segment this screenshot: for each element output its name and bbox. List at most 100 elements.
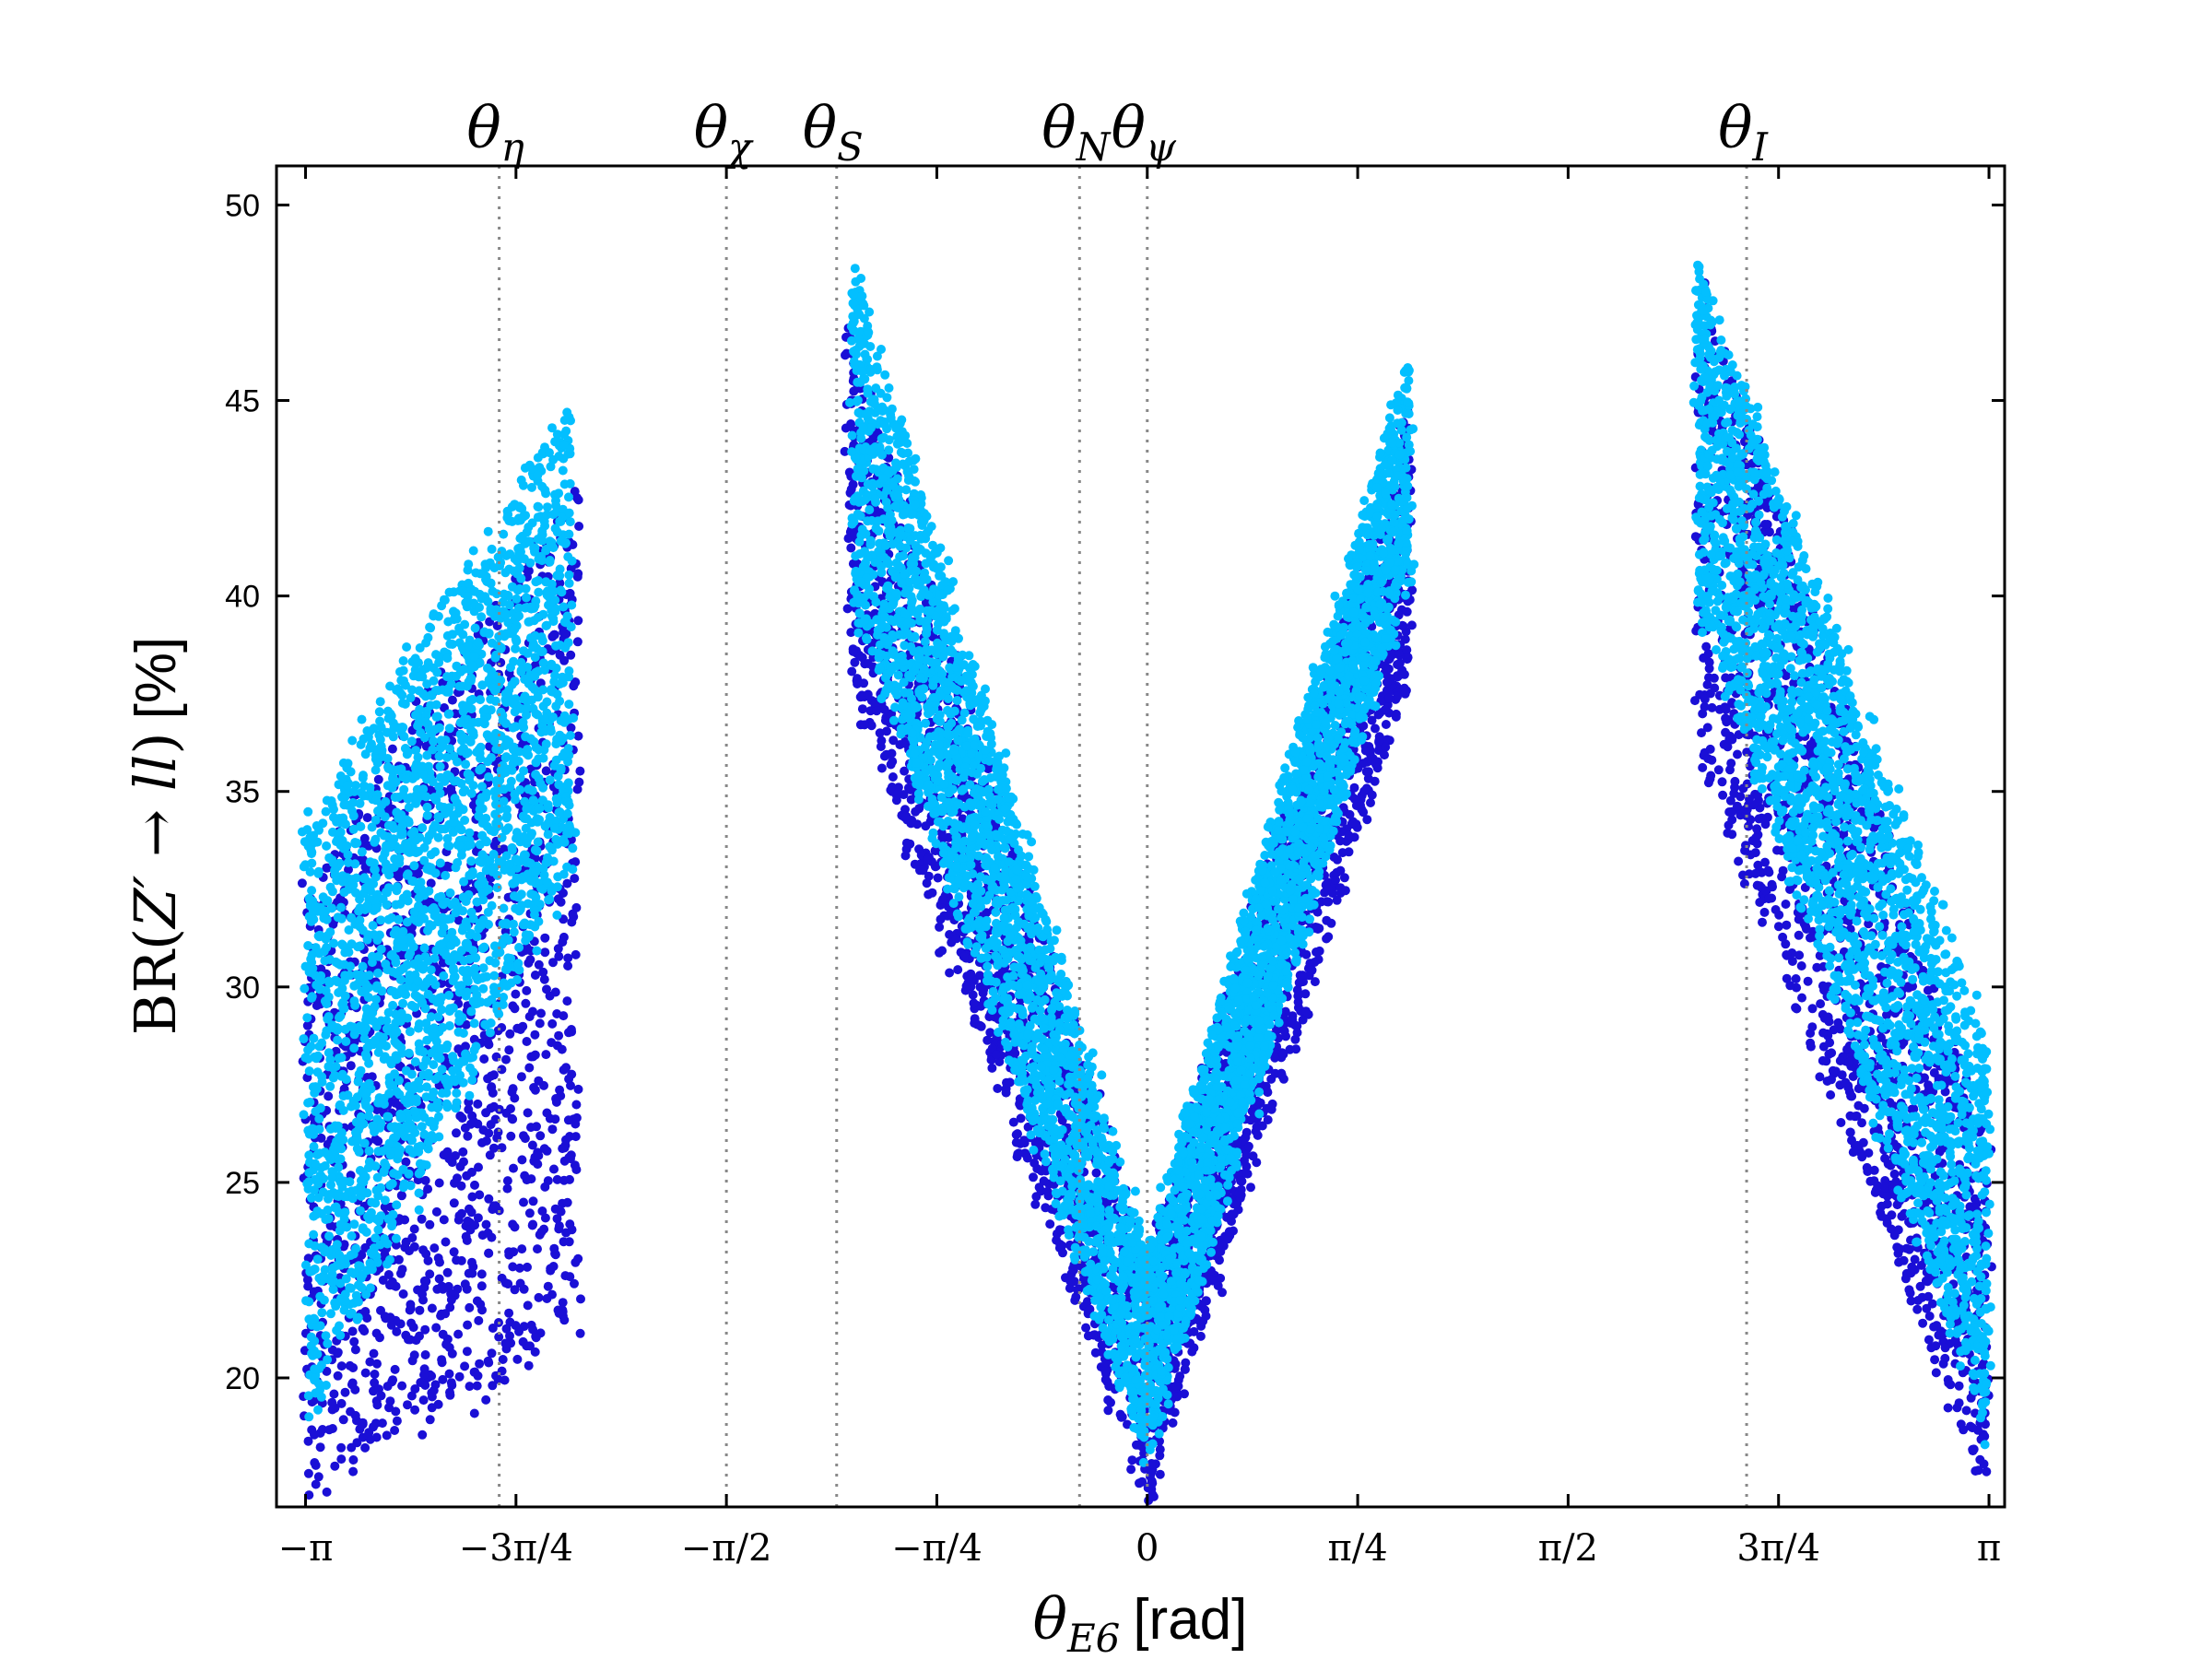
scatter-point	[888, 757, 898, 767]
scatter-point	[530, 1347, 540, 1357]
scatter-point	[1041, 1203, 1051, 1213]
scatter-point	[426, 878, 436, 888]
scatter-point	[502, 1183, 512, 1194]
scatter-point	[477, 1137, 487, 1147]
scatter-point	[1899, 1255, 1909, 1265]
scatter-point	[466, 1167, 477, 1177]
scatter-point	[906, 794, 916, 805]
scatter-point	[348, 1363, 359, 1372]
scatter-point	[1103, 1395, 1113, 1405]
scatter-point	[444, 1369, 454, 1379]
scatter-point	[470, 1180, 479, 1190]
scatter-point	[360, 1442, 371, 1453]
scatter-point	[488, 1143, 499, 1153]
scatter-point	[394, 872, 404, 882]
scatter-point	[469, 1034, 479, 1044]
scatter-point	[489, 841, 500, 851]
scatter-point	[558, 1298, 568, 1308]
scatter-point	[536, 1008, 546, 1018]
scatter-point	[554, 1308, 564, 1318]
scatter-point	[397, 1265, 407, 1275]
scatter-point	[434, 1178, 444, 1188]
scatter-point	[1402, 645, 1412, 655]
scatter-point	[327, 1397, 337, 1407]
scatter-point	[540, 947, 550, 958]
scatter-point	[1816, 999, 1826, 1009]
scatter-point	[1294, 978, 1304, 988]
scatter-point	[473, 1213, 483, 1223]
scatter-point	[524, 566, 534, 576]
scatter-point	[1924, 1312, 1935, 1321]
scatter-point	[419, 1364, 429, 1374]
scatter-point	[427, 1303, 437, 1313]
scatter-point	[1380, 750, 1389, 760]
scatter-point	[387, 744, 397, 754]
scatter-point	[1175, 1371, 1185, 1382]
scatter-point	[1019, 1138, 1030, 1148]
scatter-point	[554, 1221, 564, 1231]
scatter-point	[933, 873, 943, 883]
scatter-point	[330, 1461, 340, 1471]
scatter-point	[310, 1458, 320, 1467]
scatter-point	[507, 1113, 517, 1124]
scatter-point	[527, 1140, 537, 1150]
scatter-point	[847, 666, 857, 677]
scatter-point	[545, 1113, 555, 1124]
scatter-point	[505, 1029, 515, 1039]
scatter-point	[1171, 1381, 1181, 1391]
scatter-point	[554, 951, 564, 961]
scatter-point	[875, 728, 885, 738]
scatter-point	[446, 783, 456, 794]
scatter-point	[848, 646, 858, 656]
scatter-point	[951, 934, 961, 944]
scatter-point	[316, 1133, 326, 1143]
scatter-point	[539, 974, 549, 984]
scatter-point	[406, 1391, 417, 1401]
scatter-point	[575, 766, 585, 776]
scatter-point	[418, 1245, 429, 1255]
scatter-point	[846, 484, 856, 494]
scatter-point	[504, 1045, 514, 1055]
scatter-point	[1155, 1444, 1165, 1454]
scatter-point	[1262, 1087, 1272, 1097]
scatter-point	[442, 1267, 453, 1277]
scatter-point	[938, 894, 948, 904]
scatter-point	[473, 1371, 483, 1381]
scatter-point	[500, 1338, 511, 1348]
scatter-point	[476, 1300, 486, 1310]
scatter-point	[1301, 1006, 1311, 1017]
scatter-point	[573, 616, 583, 626]
scatter-point	[523, 1300, 533, 1311]
scatter-point	[521, 998, 531, 1008]
scatter-point	[457, 1113, 467, 1124]
scatter-point	[1189, 1326, 1199, 1336]
scatter-point	[570, 874, 580, 884]
scatter-point	[469, 1408, 479, 1418]
scatter-point	[1155, 1469, 1165, 1479]
scatter-point	[571, 1119, 581, 1129]
scatter-point	[561, 1228, 571, 1238]
scatter-point	[375, 1333, 384, 1343]
scatter-point	[1847, 1091, 1857, 1101]
scatter-point	[548, 1262, 559, 1271]
scatter-point	[911, 806, 921, 817]
scatter-point	[528, 1219, 538, 1230]
scatter-point	[510, 1093, 520, 1103]
scatter-point	[1234, 1188, 1244, 1198]
scatter-point	[877, 763, 887, 773]
scatter-point	[463, 1131, 473, 1141]
scatter-point	[447, 1381, 457, 1390]
scatter-point	[846, 543, 856, 553]
scatter-point	[572, 637, 582, 647]
scatter-point	[1733, 749, 1742, 759]
scatter-point	[1001, 1088, 1011, 1098]
scatter-point	[852, 676, 862, 686]
scatter-point	[979, 984, 989, 994]
scatter-point	[501, 1108, 512, 1118]
scatter-point	[571, 949, 581, 959]
scatter-point	[533, 1244, 542, 1254]
scatter-point	[347, 1326, 358, 1336]
scatter-point	[383, 1270, 394, 1279]
scatter-point	[386, 1320, 396, 1330]
scatter-point	[313, 1472, 324, 1482]
